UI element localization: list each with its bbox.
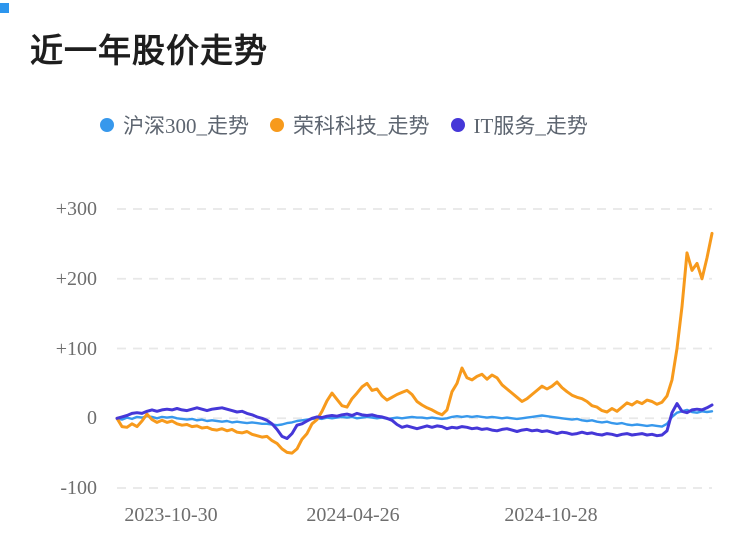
x-axis-tick: 2024-04-26 — [306, 504, 400, 526]
y-axis-tick: +300 — [55, 198, 97, 220]
y-axis-tick: +100 — [55, 337, 97, 360]
legend-item-rongke[interactable]: 荣科科技_走势 — [270, 110, 430, 140]
x-axis-tick: 2024-10-28 — [504, 504, 598, 526]
legend-item-hs300[interactable]: 沪深300_走势 — [100, 110, 249, 140]
legend-label-rongke: 荣科科技_走势 — [293, 114, 430, 138]
page-title: 近一年股价走势 — [30, 32, 268, 69]
corner-mark — [0, 3, 9, 13]
legend-label-hs300: 沪深300_走势 — [123, 114, 249, 138]
legend-swatch-hs300-icon — [100, 118, 114, 132]
chart-legend: 沪深300_走势 荣科科技_走势 IT服务_走势 — [100, 110, 588, 140]
legend-item-itservice[interactable]: IT服务_走势 — [450, 110, 588, 140]
legend-label-itservice: IT服务_走势 — [473, 114, 588, 138]
legend-swatch-rongke-icon — [270, 118, 284, 132]
y-axis-tick: 0 — [87, 407, 97, 430]
x-axis-tick: 2023-10-30 — [124, 504, 218, 526]
y-axis-tick: -100 — [60, 477, 97, 499]
y-axis-tick: +200 — [55, 267, 97, 290]
legend-swatch-itservice-icon — [450, 118, 465, 132]
